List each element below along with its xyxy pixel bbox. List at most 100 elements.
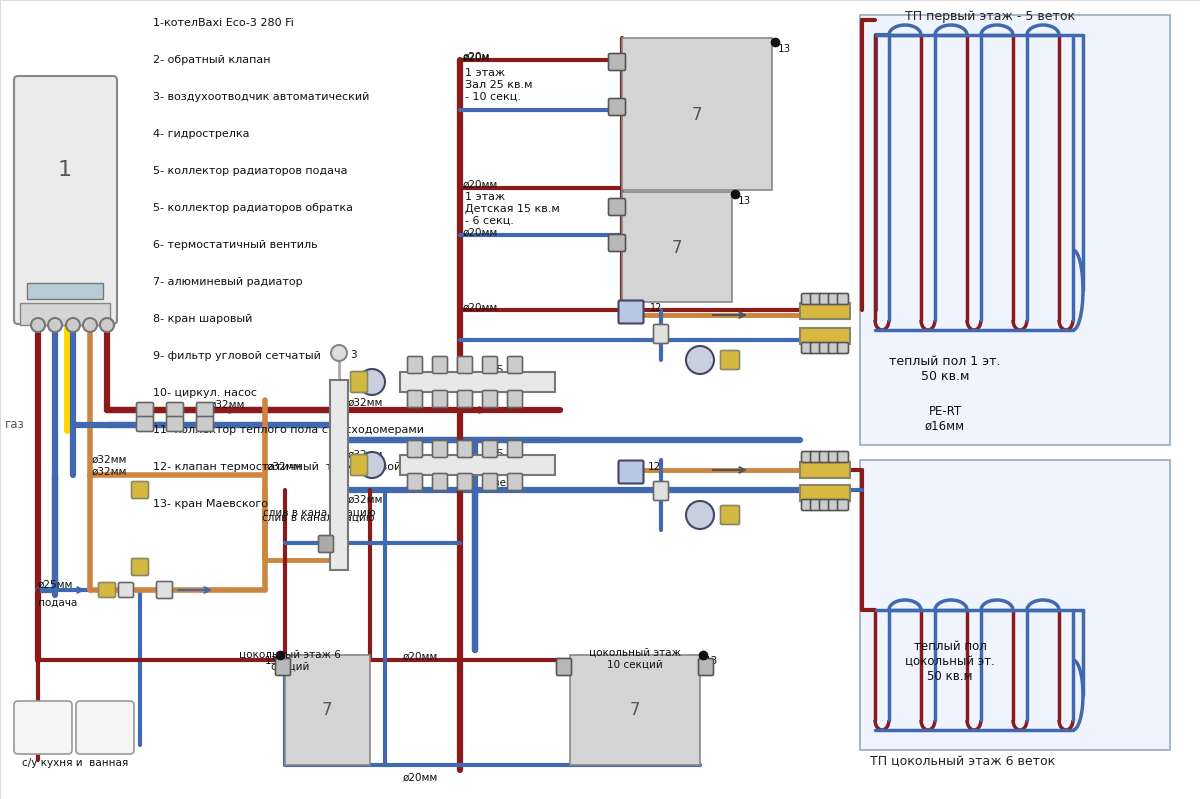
Text: ТП цокольный этаж 6 веток: ТП цокольный этаж 6 веток: [870, 755, 1055, 768]
FancyBboxPatch shape: [276, 658, 290, 675]
Text: ø32мм: ø32мм: [92, 455, 127, 465]
Text: 10: 10: [695, 356, 706, 364]
Text: 12: 12: [625, 307, 637, 317]
Text: 7- алюминевый радиатор: 7- алюминевый радиатор: [154, 277, 302, 287]
Text: 6: 6: [613, 202, 620, 212]
Text: 12- клапан термостатичный  трехходовой: 12- клапан термостатичный трехходовой: [154, 462, 401, 472]
Text: с/у кухня и  ванная: с/у кухня и ванная: [22, 758, 128, 768]
Text: слив в канализацию: слив в канализацию: [263, 508, 376, 518]
Text: 11: 11: [818, 465, 832, 475]
Text: ø20мм: ø20мм: [463, 303, 498, 313]
Circle shape: [100, 318, 114, 332]
Bar: [330, 380, 348, 570]
Text: ø32мм: ø32мм: [92, 467, 127, 477]
Bar: [28, 283, 103, 299]
FancyBboxPatch shape: [608, 54, 625, 70]
FancyBboxPatch shape: [408, 356, 422, 373]
Text: 9: 9: [104, 585, 110, 595]
Text: 10: 10: [695, 511, 706, 519]
Text: 6: 6: [613, 57, 620, 67]
Text: резерв: резерв: [481, 478, 518, 488]
Text: 1 этаж
Детская 15 кв.м
- 6 секц.: 1 этаж Детская 15 кв.м - 6 секц.: [466, 192, 559, 225]
Text: 13: 13: [706, 656, 719, 666]
Text: 5- коллектор радиаторов обратка: 5- коллектор радиаторов обратка: [154, 203, 353, 213]
Bar: [286, 655, 370, 765]
Text: PE-RT
ø16мм: PE-RT ø16мм: [925, 405, 965, 433]
Bar: [20, 303, 110, 325]
FancyBboxPatch shape: [508, 474, 522, 491]
FancyBboxPatch shape: [810, 451, 822, 463]
Text: 9: 9: [356, 460, 362, 470]
Text: 12: 12: [625, 467, 637, 477]
Text: ø20м: ø20м: [463, 52, 491, 62]
Text: 13: 13: [738, 196, 751, 206]
Text: ø20мм: ø20мм: [463, 228, 498, 238]
FancyBboxPatch shape: [654, 324, 668, 344]
FancyBboxPatch shape: [137, 416, 154, 431]
Text: ø20мм: ø20мм: [402, 652, 438, 662]
FancyBboxPatch shape: [432, 356, 448, 373]
FancyBboxPatch shape: [132, 559, 149, 575]
Text: 6: 6: [280, 662, 287, 672]
Text: 6- термостатичный вентиль: 6- термостатичный вентиль: [154, 240, 318, 250]
Text: 9- фильтр угловой сетчатый: 9- фильтр угловой сетчатый: [154, 351, 320, 361]
Bar: [860, 460, 1170, 750]
Text: цокольный этаж
10 секций: цокольный этаж 10 секций: [589, 648, 682, 670]
Bar: [622, 38, 772, 190]
FancyBboxPatch shape: [167, 403, 184, 418]
FancyBboxPatch shape: [508, 391, 522, 407]
FancyBboxPatch shape: [810, 293, 822, 304]
Text: 10: 10: [366, 377, 378, 387]
Text: 11: 11: [818, 331, 832, 341]
Circle shape: [31, 318, 46, 332]
Text: 11- коллектор теплого пола с расходомерами: 11- коллектор теплого пола с расходомера…: [154, 425, 424, 435]
FancyBboxPatch shape: [482, 391, 498, 407]
Circle shape: [359, 369, 385, 395]
Text: 2- обратный клапан: 2- обратный клапан: [154, 55, 270, 65]
Text: 9: 9: [137, 485, 143, 495]
FancyBboxPatch shape: [197, 403, 214, 418]
Text: ø20м: ø20м: [463, 53, 491, 63]
Text: 2: 2: [658, 486, 664, 496]
Text: 13: 13: [265, 656, 278, 666]
Circle shape: [359, 452, 385, 478]
Bar: [570, 655, 700, 765]
FancyBboxPatch shape: [508, 356, 522, 373]
Text: 13- кран Маевского: 13- кран Маевского: [154, 499, 268, 509]
Bar: [860, 15, 1170, 445]
FancyBboxPatch shape: [802, 293, 812, 304]
Text: 7: 7: [322, 701, 332, 719]
FancyBboxPatch shape: [482, 474, 498, 491]
Bar: [800, 303, 850, 319]
FancyBboxPatch shape: [720, 506, 739, 524]
Circle shape: [331, 345, 347, 361]
Text: 6: 6: [613, 102, 620, 112]
Text: 7: 7: [630, 701, 641, 719]
Text: ø32мм: ø32мм: [266, 462, 302, 472]
Text: ø32мм: ø32мм: [210, 400, 245, 410]
FancyBboxPatch shape: [828, 499, 840, 511]
Text: подача: подача: [38, 598, 77, 608]
Text: 6: 6: [613, 238, 620, 248]
FancyBboxPatch shape: [132, 482, 149, 499]
Text: 4: 4: [335, 467, 343, 479]
Text: 5: 5: [496, 364, 504, 376]
FancyBboxPatch shape: [820, 499, 830, 511]
Text: 1 этаж
Зал 25 кв.м
- 10 секц.: 1 этаж Зал 25 кв.м - 10 секц.: [466, 68, 533, 101]
FancyBboxPatch shape: [828, 293, 840, 304]
FancyBboxPatch shape: [820, 293, 830, 304]
FancyBboxPatch shape: [828, 343, 840, 353]
Text: 9: 9: [356, 377, 362, 387]
FancyBboxPatch shape: [350, 372, 367, 392]
FancyBboxPatch shape: [432, 440, 448, 458]
Circle shape: [686, 501, 714, 529]
FancyBboxPatch shape: [654, 482, 668, 500]
FancyBboxPatch shape: [408, 474, 422, 491]
FancyBboxPatch shape: [618, 460, 643, 483]
Text: слив в канализацию: слив в канализацию: [262, 513, 374, 523]
Text: 11: 11: [818, 306, 832, 316]
Text: 9: 9: [137, 562, 143, 572]
Text: 12: 12: [648, 462, 661, 472]
FancyBboxPatch shape: [76, 701, 134, 754]
FancyBboxPatch shape: [810, 343, 822, 353]
